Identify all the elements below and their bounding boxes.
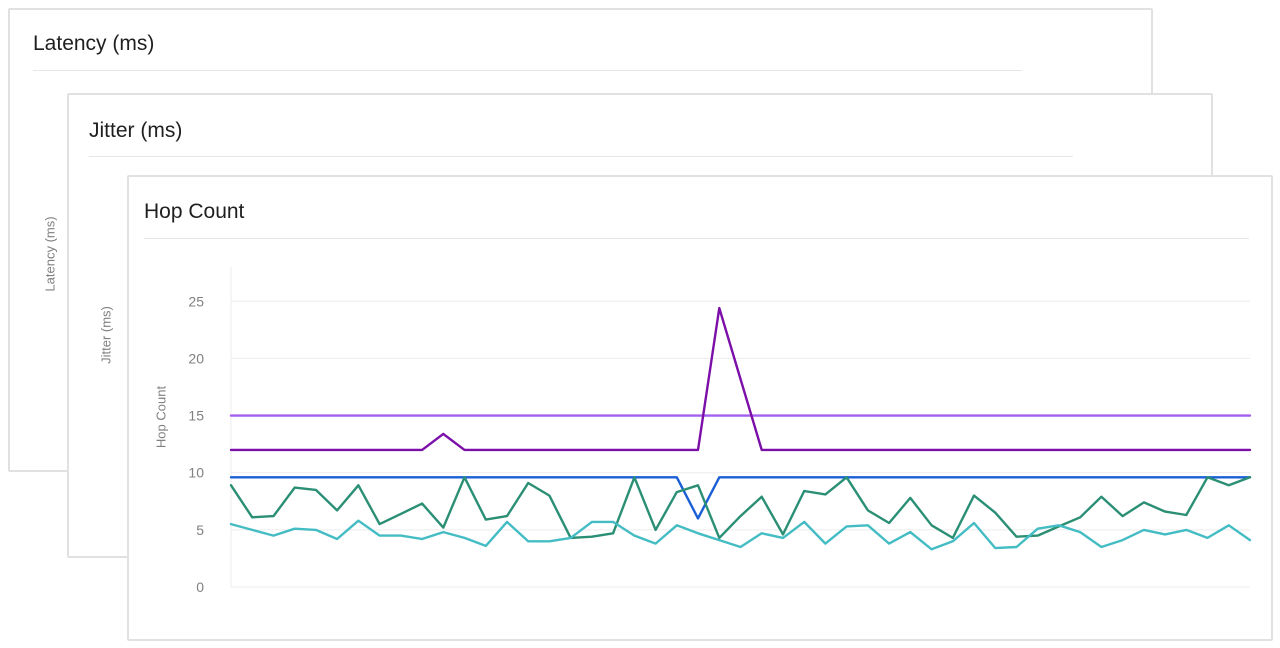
latency-title-divider (33, 70, 1022, 71)
series-line-1 (229, 306, 1252, 452)
hop-count-card: Hop Count Hop Count 0 5 10 15 20 25 (127, 175, 1273, 641)
y-tick-label: 20 (188, 350, 204, 366)
hop-count-chart: 0 5 10 15 20 25 (188, 267, 1252, 595)
jitter-title-divider (89, 156, 1073, 157)
hop-count-card-title: Hop Count (144, 200, 245, 223)
y-tick-label: 5 (196, 522, 204, 538)
jitter-y-axis-label: Jitter (ms) (98, 306, 114, 364)
latency-y-axis-label: Latency (ms) (42, 216, 58, 292)
jitter-card-title: Jitter (ms) (89, 119, 183, 142)
y-tick-label: 0 (196, 579, 204, 595)
y-tick-label: 10 (188, 465, 204, 481)
series-line-4 (229, 519, 1252, 551)
hop-count-title-divider (144, 238, 1249, 239)
series-line-3 (229, 476, 1252, 540)
y-tick-label: 25 (188, 293, 204, 309)
latency-card-title: Latency (ms) (33, 32, 155, 55)
y-tick-label: 15 (188, 408, 204, 424)
series-line-2 (229, 476, 1252, 520)
